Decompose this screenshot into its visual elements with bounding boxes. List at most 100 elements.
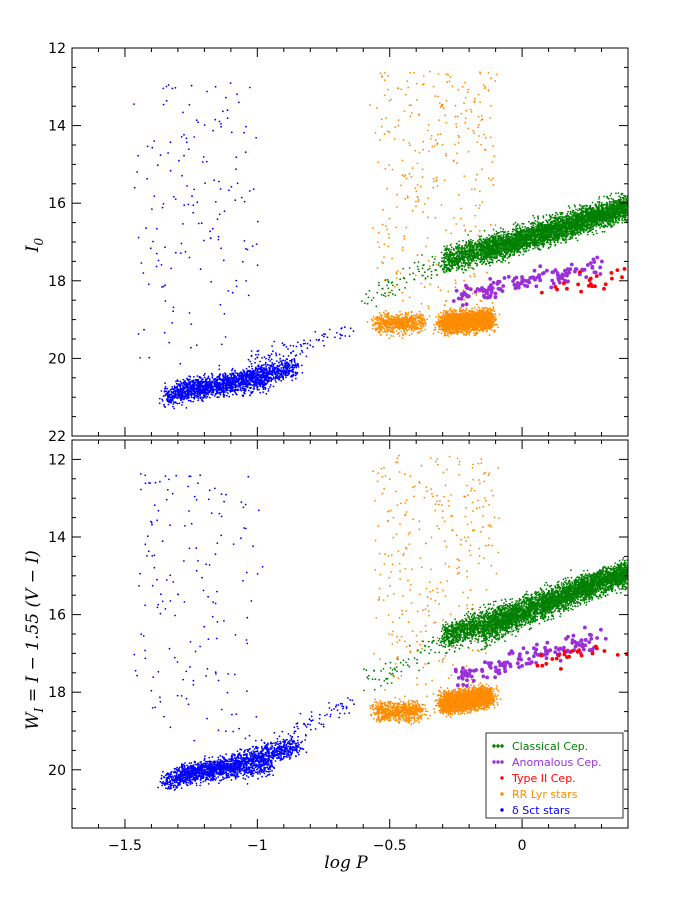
point--sct-stars xyxy=(285,358,288,361)
point--sct-stars xyxy=(189,376,192,378)
point-rr-lyr-stars xyxy=(476,303,478,306)
point--sct-stars xyxy=(153,195,156,198)
point-rr-lyr-stars xyxy=(422,314,424,316)
point--sct-stars xyxy=(213,395,216,397)
point--sct-stars xyxy=(280,369,282,372)
point--sct-stars xyxy=(193,376,195,378)
point--sct-stars xyxy=(156,164,159,167)
point--sct-stars xyxy=(294,355,297,357)
point--sct-stars xyxy=(183,382,185,385)
point--sct-stars xyxy=(296,364,299,366)
point--sct-stars xyxy=(223,396,225,398)
point--sct-stars xyxy=(201,161,204,163)
point--sct-stars xyxy=(187,395,190,397)
point--sct-stars xyxy=(221,391,224,393)
point--sct-stars xyxy=(271,373,274,376)
point--sct-stars xyxy=(281,374,284,377)
point--sct-stars xyxy=(266,381,269,384)
point--sct-stars xyxy=(183,204,186,207)
point--sct-stars xyxy=(287,348,289,350)
point--sct-stars xyxy=(213,385,216,388)
point--sct-stars xyxy=(260,383,263,385)
point--sct-stars xyxy=(142,272,145,274)
point-rr-lyr-stars xyxy=(394,325,396,328)
point--sct-stars xyxy=(292,369,295,371)
point--sct-stars xyxy=(225,96,227,99)
point--sct-stars xyxy=(231,372,234,375)
point--sct-stars xyxy=(161,400,164,402)
point--sct-stars xyxy=(194,395,196,398)
point--sct-stars xyxy=(323,344,325,347)
point--sct-stars xyxy=(249,386,251,389)
point--sct-stars xyxy=(263,374,266,377)
point--sct-stars xyxy=(281,342,284,345)
point--sct-stars xyxy=(199,396,202,398)
point--sct-stars xyxy=(255,353,257,356)
point--sct-stars xyxy=(209,379,211,382)
point--sct-stars xyxy=(162,103,165,106)
point--sct-stars xyxy=(198,376,201,379)
point--sct-stars xyxy=(168,341,171,344)
point--sct-stars xyxy=(266,373,269,375)
point--sct-stars xyxy=(164,284,167,287)
point--sct-stars xyxy=(265,365,268,368)
point--sct-stars xyxy=(209,237,212,240)
point--sct-stars xyxy=(200,386,202,389)
point--sct-stars xyxy=(248,190,251,192)
point--sct-stars xyxy=(163,390,166,393)
point--sct-stars xyxy=(343,326,346,329)
point--sct-stars xyxy=(162,285,165,288)
point-rr-lyr-stars xyxy=(395,330,398,332)
point--sct-stars xyxy=(273,362,276,365)
point--sct-stars xyxy=(175,382,178,385)
point--sct-stars xyxy=(238,101,240,104)
point--sct-stars xyxy=(352,330,355,332)
point--sct-stars xyxy=(266,375,269,377)
point--sct-stars xyxy=(229,390,232,393)
point--sct-stars xyxy=(188,103,191,106)
point-rr-lyr-stars xyxy=(414,318,417,321)
point--sct-stars xyxy=(246,248,249,251)
point--sct-stars xyxy=(164,246,166,249)
point--sct-stars xyxy=(183,154,185,157)
point--sct-stars xyxy=(192,204,195,207)
point-rr-lyr-stars xyxy=(443,309,446,312)
point--sct-stars xyxy=(240,373,243,376)
point--sct-stars xyxy=(230,373,232,376)
point--sct-stars xyxy=(176,386,178,389)
point--sct-stars xyxy=(241,375,244,378)
point--sct-stars xyxy=(180,392,182,395)
point-rr-lyr-stars xyxy=(451,311,454,313)
point--sct-stars xyxy=(203,124,206,126)
point--sct-stars xyxy=(255,383,258,386)
point--sct-stars xyxy=(251,245,254,248)
point-rr-lyr-stars xyxy=(399,327,401,329)
point-rr-lyr-stars xyxy=(445,330,448,333)
point--sct-stars xyxy=(166,387,169,390)
point--sct-stars xyxy=(214,85,217,88)
point--sct-stars xyxy=(172,405,174,408)
point--sct-stars xyxy=(288,370,290,373)
point--sct-stars xyxy=(222,259,225,262)
point--sct-stars xyxy=(312,345,314,348)
point--sct-stars xyxy=(226,394,228,397)
point--sct-stars xyxy=(164,382,167,385)
point--sct-stars xyxy=(274,377,277,380)
point-rr-lyr-stars xyxy=(401,317,404,319)
point--sct-stars xyxy=(187,399,190,402)
point--sct-stars xyxy=(228,189,230,192)
point-rr-lyr-stars xyxy=(426,318,429,321)
point--sct-stars xyxy=(190,400,192,403)
point--sct-stars xyxy=(251,379,254,382)
point--sct-stars xyxy=(240,389,243,392)
point--sct-stars xyxy=(193,384,196,387)
point--sct-stars xyxy=(163,387,166,390)
point--sct-stars xyxy=(272,363,275,366)
point--sct-stars xyxy=(232,383,235,386)
point--sct-stars xyxy=(133,186,136,189)
point--sct-stars xyxy=(201,389,204,392)
point--sct-stars xyxy=(167,403,170,406)
point--sct-stars xyxy=(246,379,249,382)
point--sct-stars xyxy=(256,264,259,266)
point--sct-stars xyxy=(197,121,200,124)
